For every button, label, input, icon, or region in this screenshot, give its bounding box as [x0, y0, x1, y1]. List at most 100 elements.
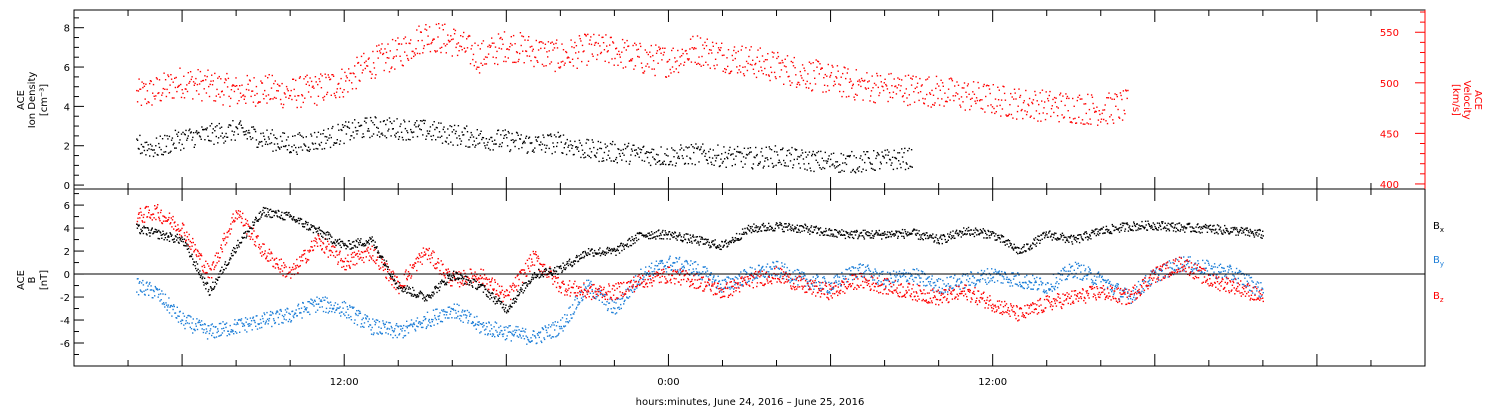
- by-point: [285, 319, 287, 321]
- velocity-point: [440, 51, 442, 54]
- by-point: [1036, 289, 1039, 291]
- by-point: [831, 287, 833, 289]
- velocity-point: [987, 105, 989, 107]
- bz-point: [376, 256, 379, 258]
- velocity-point: [787, 76, 789, 78]
- bz-point: [442, 263, 444, 265]
- density-point: [270, 142, 273, 144]
- bz-point: [153, 217, 155, 219]
- by-point: [1210, 267, 1212, 270]
- velocity-point: [499, 37, 501, 40]
- by-point: [1191, 270, 1194, 272]
- density-point: [278, 147, 280, 149]
- bz-point: [482, 269, 485, 271]
- velocity-point: [956, 81, 958, 83]
- velocity-point: [446, 43, 448, 45]
- velocity-point: [714, 58, 717, 60]
- velocity-point: [248, 89, 250, 91]
- bz-point: [435, 267, 437, 270]
- velocity-point: [872, 87, 874, 89]
- by-point: [539, 331, 542, 333]
- velocity-point: [1116, 95, 1118, 98]
- by-point: [373, 332, 375, 334]
- by-point: [732, 278, 734, 280]
- bz-point: [301, 254, 303, 256]
- by-point: [982, 278, 984, 280]
- density-point: [565, 153, 568, 156]
- by-point: [1244, 277, 1246, 279]
- by-point: [872, 271, 875, 273]
- velocity-point: [335, 96, 337, 99]
- density-point: [136, 138, 138, 140]
- velocity-point: [825, 91, 827, 93]
- bz-point: [239, 210, 241, 213]
- velocity-point: [405, 42, 407, 45]
- density-point: [286, 149, 289, 151]
- by-point: [1117, 285, 1119, 287]
- by-point: [668, 258, 670, 261]
- velocity-point: [876, 75, 879, 77]
- by-point: [1192, 268, 1194, 270]
- by-point: [1028, 280, 1030, 282]
- density-point: [466, 131, 469, 133]
- velocity-point: [767, 74, 770, 76]
- density-point: [715, 157, 718, 159]
- bz-point: [307, 249, 309, 252]
- by-point: [425, 327, 427, 330]
- bz-point: [337, 263, 339, 265]
- bz-point: [202, 271, 205, 273]
- bz-point: [400, 285, 402, 287]
- by-point: [643, 276, 645, 278]
- velocity-point: [506, 48, 509, 50]
- velocity-point: [155, 95, 157, 97]
- density-point: [864, 153, 867, 156]
- velocity-point: [829, 76, 831, 78]
- density-point: [216, 125, 218, 127]
- by-point: [431, 321, 433, 323]
- velocity-point: [212, 80, 214, 82]
- velocity-point: [528, 55, 531, 57]
- by-point: [1235, 267, 1238, 270]
- density-point: [167, 152, 170, 154]
- density-point: [362, 133, 364, 135]
- velocity-point: [1009, 104, 1011, 106]
- by-point: [234, 331, 237, 333]
- by-point: [606, 301, 608, 303]
- density-point: [503, 134, 506, 137]
- by-point: [986, 283, 988, 285]
- velocity-point: [649, 56, 652, 58]
- velocity-point: [275, 97, 277, 99]
- velocity-point: [1042, 112, 1044, 114]
- velocity-point: [860, 85, 862, 88]
- velocity-point: [720, 47, 722, 49]
- bz-point: [413, 263, 415, 266]
- velocity-point: [319, 80, 321, 83]
- by-point: [878, 280, 880, 282]
- velocity-point: [719, 49, 721, 52]
- density-point: [207, 135, 209, 137]
- by-point: [354, 319, 356, 321]
- by-point: [648, 273, 650, 276]
- velocity-point: [270, 98, 272, 100]
- density-point: [459, 138, 461, 140]
- density-point: [668, 163, 671, 166]
- density-point: [441, 135, 443, 137]
- bz-point: [300, 256, 303, 258]
- by-point: [410, 323, 412, 325]
- velocity-point: [530, 60, 532, 62]
- density-point: [317, 148, 319, 150]
- bz-point: [335, 250, 338, 252]
- velocity-point: [257, 102, 259, 104]
- velocity-point: [380, 48, 382, 50]
- density-point: [558, 136, 560, 138]
- density-point: [397, 138, 400, 140]
- by-point: [967, 275, 969, 277]
- velocity-point: [1024, 110, 1026, 112]
- bz-point: [210, 269, 212, 271]
- by-point: [804, 275, 806, 277]
- by-point: [303, 306, 306, 308]
- velocity-point: [988, 88, 991, 90]
- velocity-point: [933, 104, 935, 106]
- velocity-point: [590, 43, 593, 46]
- by-point: [683, 265, 685, 267]
